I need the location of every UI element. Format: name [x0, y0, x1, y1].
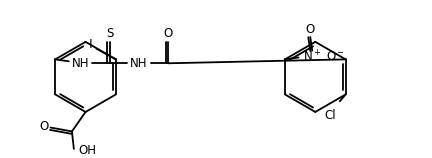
Text: OH: OH: [79, 144, 96, 157]
Text: NH: NH: [130, 57, 148, 70]
Text: Cl: Cl: [324, 109, 336, 122]
Text: S: S: [106, 27, 114, 40]
Text: O$^-$: O$^-$: [326, 50, 345, 63]
Text: NH: NH: [72, 57, 89, 70]
Text: I: I: [89, 38, 92, 51]
Text: N$^+$: N$^+$: [303, 49, 321, 64]
Text: O: O: [163, 27, 173, 40]
Text: O: O: [39, 120, 48, 133]
Text: O: O: [305, 23, 315, 36]
